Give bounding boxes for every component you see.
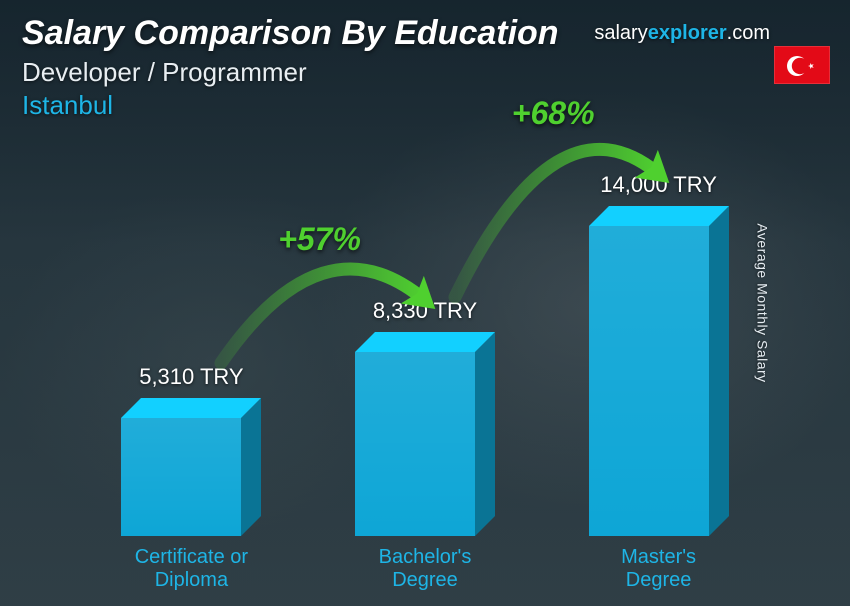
bar-front bbox=[589, 226, 709, 536]
bar-value-label: 14,000 TRY bbox=[600, 172, 717, 198]
branding-part1: salary bbox=[594, 22, 647, 44]
bar-side bbox=[475, 332, 495, 536]
flag-turkey-icon bbox=[774, 46, 830, 84]
bar-category-label: Master'sDegree bbox=[569, 546, 749, 592]
increase-percentage: +57% bbox=[278, 221, 361, 258]
branding-part3: .com bbox=[727, 22, 770, 44]
bar: 14,000 TRYMaster'sDegree bbox=[589, 226, 729, 536]
branding: salaryexplorer.com bbox=[594, 22, 770, 45]
bar-chart: 5,310 TRYCertificate orDiploma 8,330 TRYB… bbox=[60, 150, 790, 536]
bar-top bbox=[121, 398, 261, 418]
bar: 8,330 TRYBachelor'sDegree bbox=[355, 352, 495, 536]
bar-front bbox=[355, 352, 475, 536]
bar-side bbox=[709, 206, 729, 536]
bar-category-label: Bachelor'sDegree bbox=[335, 546, 515, 592]
bar-side bbox=[241, 398, 261, 536]
chart-location: Istanbul bbox=[22, 90, 828, 121]
chart-subtitle: Developer / Programmer bbox=[22, 57, 828, 88]
bar-category-label: Certificate orDiploma bbox=[101, 546, 281, 592]
bar-top bbox=[589, 206, 729, 226]
bar-front bbox=[121, 418, 241, 536]
bar-value-label: 8,330 TRY bbox=[373, 298, 477, 324]
bar: 5,310 TRYCertificate orDiploma bbox=[121, 418, 261, 536]
branding-part2: explorer bbox=[648, 22, 727, 44]
bar-value-label: 5,310 TRY bbox=[139, 364, 243, 390]
bar-top bbox=[355, 332, 495, 352]
